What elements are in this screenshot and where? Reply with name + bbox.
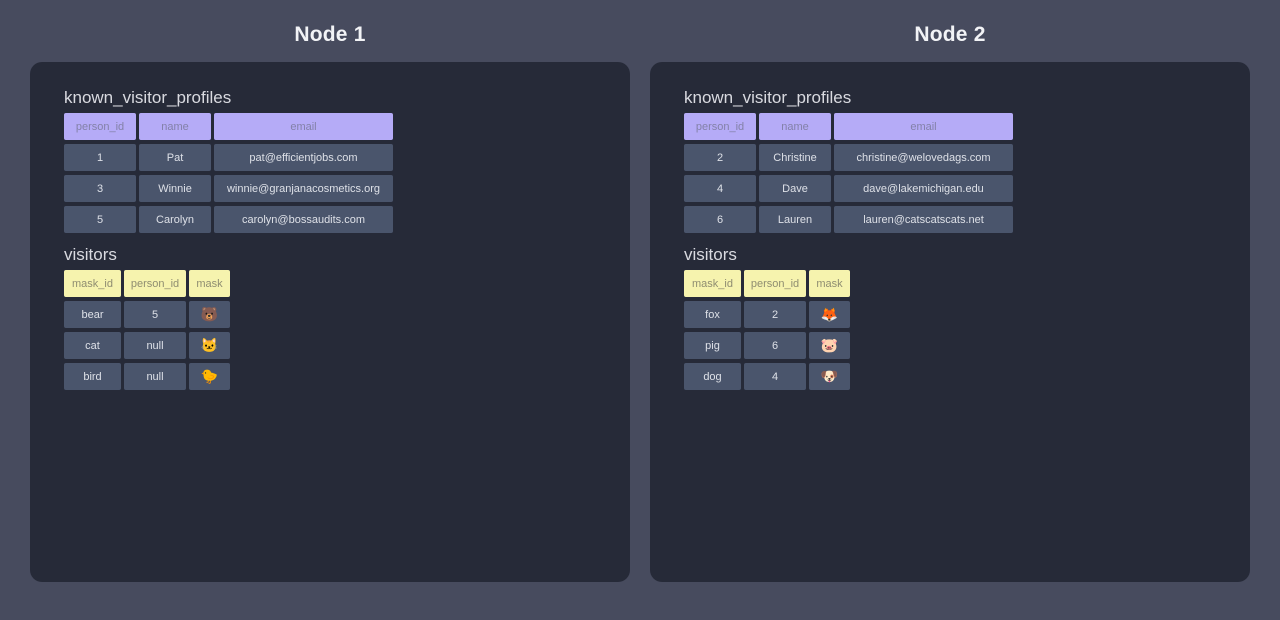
mask-emoji: 🐷: [809, 332, 850, 359]
data-cell: Lauren: [759, 206, 831, 233]
column-header: person_id: [744, 270, 806, 297]
table-title-known-visitor-profiles: known_visitor_profiles: [684, 88, 852, 107]
data-cell: dog: [684, 363, 741, 390]
data-cell: 6: [684, 206, 756, 233]
data-cell: 2: [684, 144, 756, 171]
data-cell: 2: [744, 301, 806, 328]
table-known-visitor-profiles: person_id name email 2 Christine christine@we…: [684, 113, 1216, 233]
column-header: mask: [189, 270, 230, 297]
data-cell: Dave: [759, 175, 831, 202]
data-cell: christine@welovedags.com: [834, 144, 1013, 171]
column-header: person_id: [64, 113, 136, 140]
table-title-known-visitor-profiles: known_visitor_profiles: [64, 88, 232, 107]
data-cell: bear: [64, 301, 121, 328]
mask-emoji: 🐻: [189, 301, 230, 328]
node-1-column: Node 1 known_visitor_profiles person_id na…: [30, 0, 630, 620]
data-cell: 6: [744, 332, 806, 359]
mask-emoji: 🦊: [809, 301, 850, 328]
data-cell: dave@lakemichigan.edu: [834, 175, 1013, 202]
data-cell: 4: [744, 363, 806, 390]
node-panel: known_visitor_profiles person_id name email…: [650, 62, 1250, 582]
data-cell: Winnie: [139, 175, 211, 202]
node-title: Node 2: [914, 23, 986, 46]
data-cell: fox: [684, 301, 741, 328]
column-header: mask_id: [684, 270, 741, 297]
column-header: mask: [809, 270, 850, 297]
mask-emoji: 🐱: [189, 332, 230, 359]
mask-emoji: 🐤: [189, 363, 230, 390]
node-panel: known_visitor_profiles person_id name email…: [30, 62, 630, 582]
data-cell: carolyn@bossaudits.com: [214, 206, 393, 233]
data-cell: pig: [684, 332, 741, 359]
table-title-visitors: visitors: [64, 245, 117, 264]
data-cell: lauren@catscatscats.net: [834, 206, 1013, 233]
column-header: email: [214, 113, 393, 140]
data-cell: cat: [64, 332, 121, 359]
data-cell: Christine: [759, 144, 831, 171]
data-cell: 4: [684, 175, 756, 202]
data-cell: pat@efficientjobs.com: [214, 144, 393, 171]
data-cell: winnie@granjanacosmetics.org: [214, 175, 393, 202]
data-cell: Carolyn: [139, 206, 211, 233]
data-cell: 5: [64, 206, 136, 233]
column-header: mask_id: [64, 270, 121, 297]
data-cell: 1: [64, 144, 136, 171]
table-known-visitor-profiles: person_id name email 1 Pat pat@efficientjobs.…: [64, 113, 596, 233]
column-header: email: [834, 113, 1013, 140]
data-cell: null: [124, 363, 186, 390]
column-header: name: [139, 113, 211, 140]
data-cell: bird: [64, 363, 121, 390]
table-title-visitors: visitors: [684, 245, 737, 264]
column-header: person_id: [124, 270, 186, 297]
table-visitors: mask_id person_id mask bear 5 🐻 cat null 🐱 bird nu…: [64, 270, 596, 390]
node-title: Node 1: [294, 23, 366, 46]
column-header: person_id: [684, 113, 756, 140]
data-cell: 5: [124, 301, 186, 328]
column-header: name: [759, 113, 831, 140]
node-2-column: Node 2 known_visitor_profiles person_id na…: [650, 0, 1250, 620]
mask-emoji: 🐶: [809, 363, 850, 390]
data-cell: null: [124, 332, 186, 359]
table-visitors: mask_id person_id mask fox 2 🦊 pig 6 🐷 dog 4 🐶: [684, 270, 1216, 390]
data-cell: 3: [64, 175, 136, 202]
data-cell: Pat: [139, 144, 211, 171]
